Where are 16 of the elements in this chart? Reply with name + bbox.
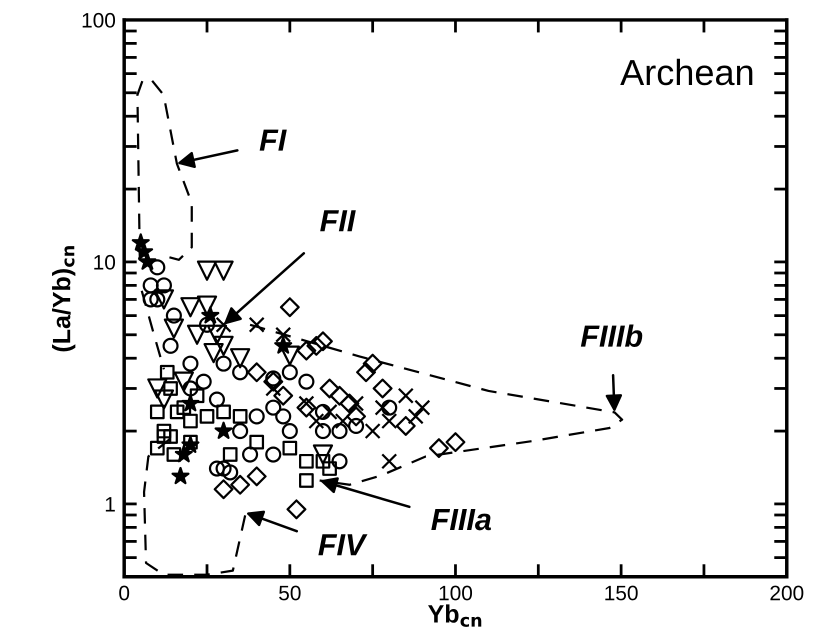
y-tick-label: 100 [82, 12, 116, 28]
annotation: FIIIa [431, 509, 491, 530]
y-axis-title: (La/Yb)$_{cn}$ [52, 246, 76, 352]
x-tick-label: 200 [770, 586, 804, 600]
annotation: FIV [318, 534, 368, 556]
annotation: FII [320, 210, 356, 232]
x-tick-label: 150 [605, 586, 638, 600]
x-axis-title: Yb$_{cn}$ [428, 604, 482, 627]
y-tick-label: 10 [94, 254, 116, 270]
annotation: FI [260, 130, 287, 151]
x-tick-label: 100 [440, 586, 472, 600]
annotation: FIIIb [580, 324, 642, 347]
y-tick-label: 1 [106, 497, 115, 512]
x-tick-label: 50 [279, 586, 301, 600]
annotation: Archean [620, 58, 752, 86]
x-tick-label: 0 [119, 586, 130, 600]
